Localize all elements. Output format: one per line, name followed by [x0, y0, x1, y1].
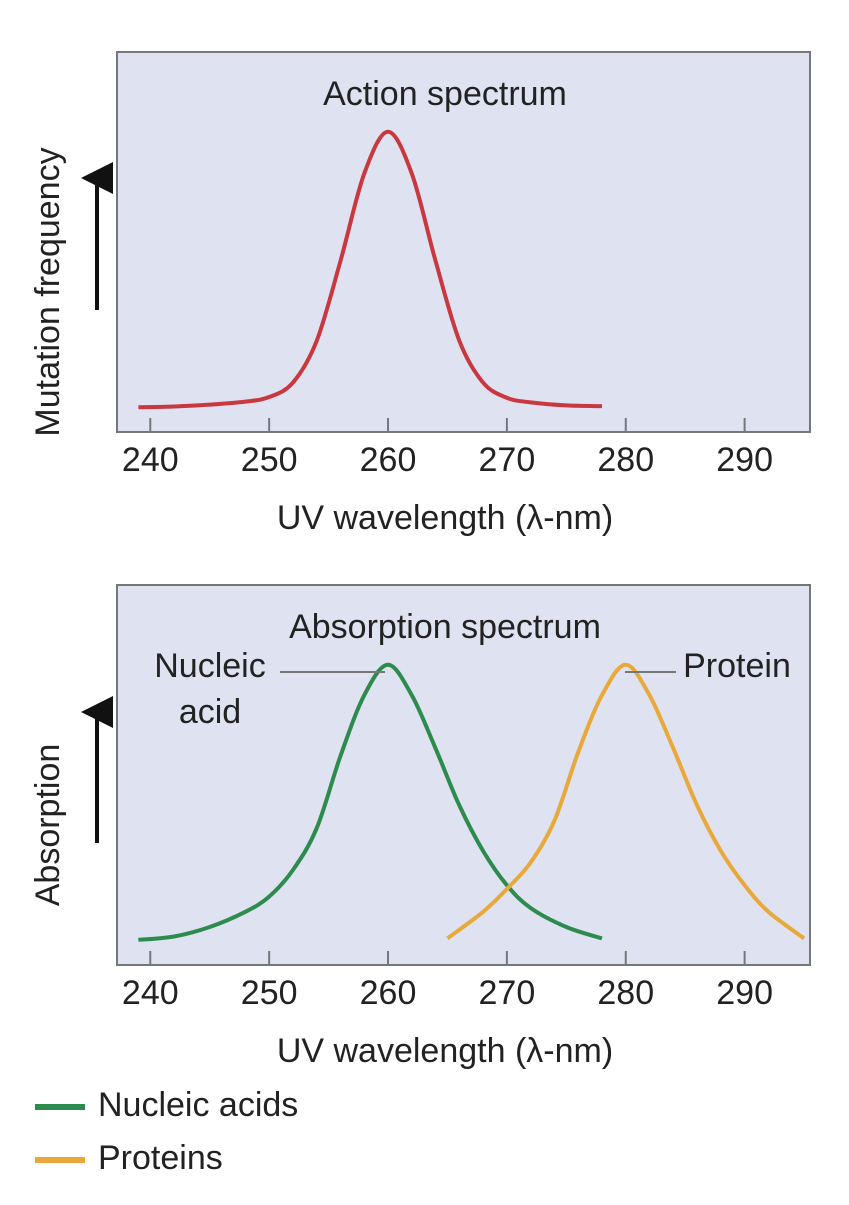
x-tick-label: 240 — [122, 441, 179, 479]
x-tick-label: 260 — [360, 974, 417, 1012]
x-axis-label: UV wavelength (λ-nm) — [277, 1032, 613, 1070]
data-line — [138, 129, 603, 410]
chart-title: Absorption spectrum — [289, 608, 601, 646]
plot-area — [116, 584, 811, 966]
y-axis-label: Mutation frequency — [29, 147, 67, 436]
legend-label: Nucleic acids — [98, 1086, 298, 1124]
x-tick-label: 250 — [241, 974, 298, 1012]
x-axis-label: UV wavelength (λ-nm) — [277, 499, 613, 537]
data-line — [446, 662, 806, 941]
x-tick-label: 250 — [241, 441, 298, 479]
y-axis-label: Absorption — [29, 744, 67, 907]
x-tick-label: 280 — [597, 441, 654, 479]
annotation: Protein — [683, 647, 791, 685]
annotation: acid — [179, 693, 241, 731]
annotation: Nucleic — [154, 647, 265, 685]
legend-label: Proteins — [98, 1139, 223, 1177]
x-tick-label: 270 — [479, 974, 536, 1012]
x-tick-label: 270 — [479, 441, 536, 479]
x-tick-label: 240 — [122, 974, 179, 1012]
plot-area — [116, 51, 811, 433]
x-tick-label: 280 — [597, 974, 654, 1012]
x-tick-label: 290 — [716, 441, 773, 479]
chart-title: Action spectrum — [323, 75, 567, 113]
x-tick-label: 290 — [716, 974, 773, 1012]
x-tick-label: 260 — [360, 441, 417, 479]
